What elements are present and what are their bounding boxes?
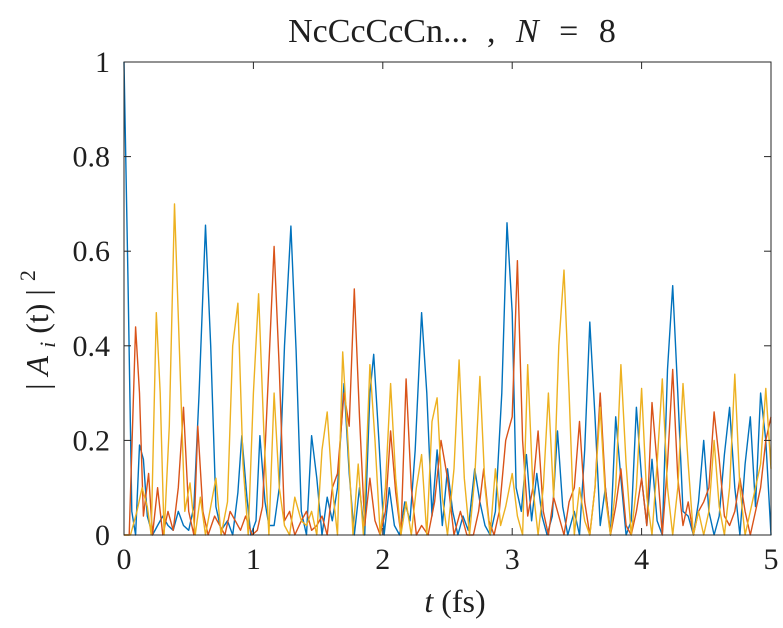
y-tick-label: 0 (95, 519, 110, 552)
x-tick-label: 4 (634, 543, 649, 576)
y-label-close-bar: | (19, 289, 55, 295)
chart-title: NcCcCcCn... , N = 8 (288, 13, 616, 50)
y-tick-label: 1 (95, 46, 110, 79)
series-line-1 (123, 61, 772, 536)
title-variable: N (515, 13, 541, 50)
x-label-unit: (fs) (441, 583, 485, 619)
series-line-2 (124, 245, 772, 536)
plot-frame (123, 61, 772, 536)
x-tick-label: 0 (117, 543, 132, 576)
y-tick-label: 0.6 (73, 235, 111, 268)
series-group (123, 61, 772, 536)
title-name: NcCcCcCn... (288, 13, 468, 50)
y-label-open-bar: | (19, 383, 55, 389)
y-label-variable: A (19, 355, 55, 377)
series-line-3 (124, 203, 772, 536)
svg-text:NcCcCcCn... ,: NcCcCcCn... , N = 8 (288, 13, 616, 50)
x-tick-label: 5 (764, 543, 779, 576)
y-label-subscript: i (35, 342, 60, 348)
y-label-argument: (t) (19, 304, 55, 334)
title-equals: = (559, 13, 578, 50)
y-tick-label: 0.2 (73, 424, 111, 457)
x-label-variable: t (424, 583, 434, 619)
x-tick-label: 1 (246, 543, 261, 576)
tick-labels-group: 0 1 2 3 4 5 0 0.2 0.4 0.6 0.8 1 (73, 46, 779, 576)
title-value: 8 (599, 13, 616, 50)
y-label-superscript: 2 (15, 270, 40, 281)
y-tick-label: 0.4 (73, 330, 111, 363)
title-separator: , (487, 13, 496, 50)
svg-text:t (fs): t (fs) (424, 583, 485, 619)
svg-text:| A i: | A i (t) | 2 (15, 270, 62, 390)
x-tick-label: 2 (375, 543, 390, 576)
x-tick-label: 3 (505, 543, 520, 576)
x-axis-label: t (fs) (424, 583, 485, 619)
y-axis-label: | A i (t) | 2 (15, 270, 62, 390)
y-tick-label: 0.8 (73, 141, 111, 174)
